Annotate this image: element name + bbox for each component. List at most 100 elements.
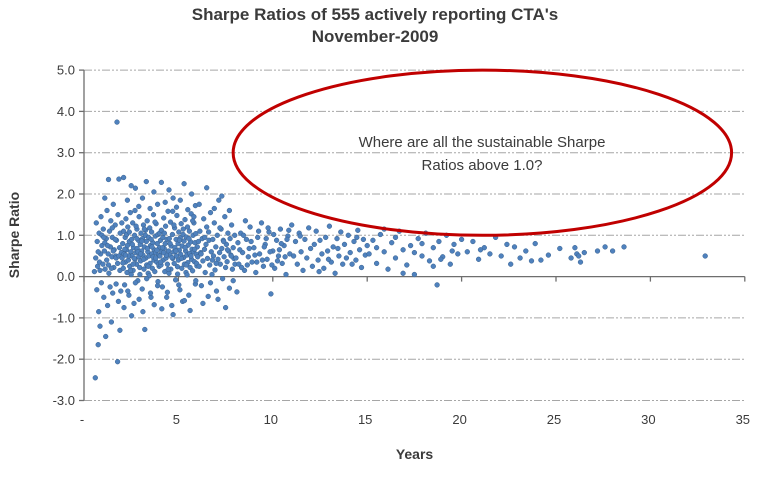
- data-point: [234, 289, 240, 295]
- data-point: [213, 260, 219, 267]
- data-point: [302, 236, 308, 243]
- data-point: [447, 261, 453, 267]
- data-point: [92, 375, 98, 381]
- data-point: [325, 256, 332, 262]
- data-point: [177, 197, 183, 203]
- data-point: [364, 242, 370, 249]
- data-point: [167, 219, 174, 225]
- data-point: [159, 306, 165, 312]
- data-point: [341, 241, 348, 248]
- data-point: [198, 283, 205, 289]
- data-point: [207, 209, 214, 216]
- data-point: [602, 244, 608, 250]
- data-point: [283, 271, 289, 278]
- data-point: [104, 207, 110, 214]
- data-point: [290, 253, 297, 259]
- data-point: [139, 286, 145, 292]
- data-point: [172, 277, 179, 283]
- data-point: [112, 236, 118, 243]
- data-point: [324, 248, 331, 254]
- data-point: [136, 214, 142, 220]
- data-point: [214, 232, 220, 238]
- data-point: [205, 229, 212, 235]
- data-point: [141, 256, 147, 262]
- data-point: [240, 232, 247, 238]
- data-point: [100, 261, 106, 267]
- data-point: [334, 235, 340, 242]
- data-point: [221, 238, 227, 245]
- x-tick-label: 30: [641, 412, 655, 427]
- data-point: [161, 249, 167, 256]
- data-point: [97, 267, 103, 274]
- data-point: [159, 245, 166, 251]
- data-point: [95, 342, 101, 348]
- data-point: [581, 249, 587, 256]
- data-point: [95, 249, 101, 255]
- y-tick-label: 3.0: [57, 145, 75, 160]
- data-point: [176, 282, 182, 288]
- data-point: [98, 214, 104, 220]
- data-point: [475, 256, 482, 262]
- data-point: [298, 249, 304, 255]
- data-point: [93, 255, 99, 261]
- data-point: [343, 255, 350, 261]
- data-point: [105, 262, 112, 268]
- data-point: [139, 195, 146, 201]
- data-point: [161, 230, 168, 236]
- data-point: [242, 218, 249, 224]
- data-point: [279, 260, 285, 267]
- data-point: [246, 245, 252, 252]
- data-point: [434, 282, 440, 288]
- data-point: [115, 212, 121, 218]
- data-point: [102, 266, 108, 272]
- data-point: [147, 205, 153, 212]
- data-point: [122, 246, 128, 252]
- data-point: [170, 311, 176, 318]
- data-point: [255, 228, 262, 234]
- data-point: [355, 227, 361, 233]
- data-point: [155, 278, 161, 285]
- data-point: [170, 195, 176, 201]
- x-tick-label: 10: [264, 412, 278, 427]
- data-point: [438, 256, 444, 262]
- data-point: [174, 212, 180, 219]
- data-point: [164, 289, 171, 295]
- data-point: [154, 240, 160, 247]
- data-point: [105, 176, 112, 183]
- data-point: [198, 251, 204, 257]
- data-point: [267, 249, 273, 255]
- data-point: [171, 222, 177, 228]
- data-point: [207, 280, 214, 286]
- data-point: [203, 241, 209, 248]
- data-point: [158, 259, 164, 265]
- data-point: [129, 241, 135, 248]
- data-point: [202, 269, 208, 276]
- data-point: [136, 203, 142, 210]
- y-tick-label: 4.0: [57, 104, 75, 119]
- data-point: [116, 245, 123, 251]
- data-point: [311, 241, 317, 248]
- data-point: [204, 255, 211, 262]
- data-point: [253, 269, 259, 276]
- data-point: [415, 235, 421, 242]
- data-point: [286, 227, 292, 233]
- data-point: [101, 294, 107, 300]
- data-point: [274, 258, 281, 264]
- data-point: [182, 245, 188, 251]
- data-point: [204, 224, 210, 230]
- data-point: [222, 264, 229, 271]
- data-point: [217, 225, 223, 231]
- data-point: [392, 234, 399, 241]
- data-point: [219, 276, 226, 282]
- data-point: [197, 228, 203, 234]
- x-tick-label: 15: [358, 412, 372, 427]
- data-point: [176, 229, 182, 235]
- data-point: [411, 249, 418, 256]
- scatter-points: [91, 119, 708, 381]
- data-point: [216, 249, 223, 256]
- data-point: [572, 245, 578, 251]
- data-point: [144, 276, 150, 282]
- data-point: [294, 261, 300, 267]
- data-point: [451, 241, 457, 248]
- data-point: [243, 236, 250, 243]
